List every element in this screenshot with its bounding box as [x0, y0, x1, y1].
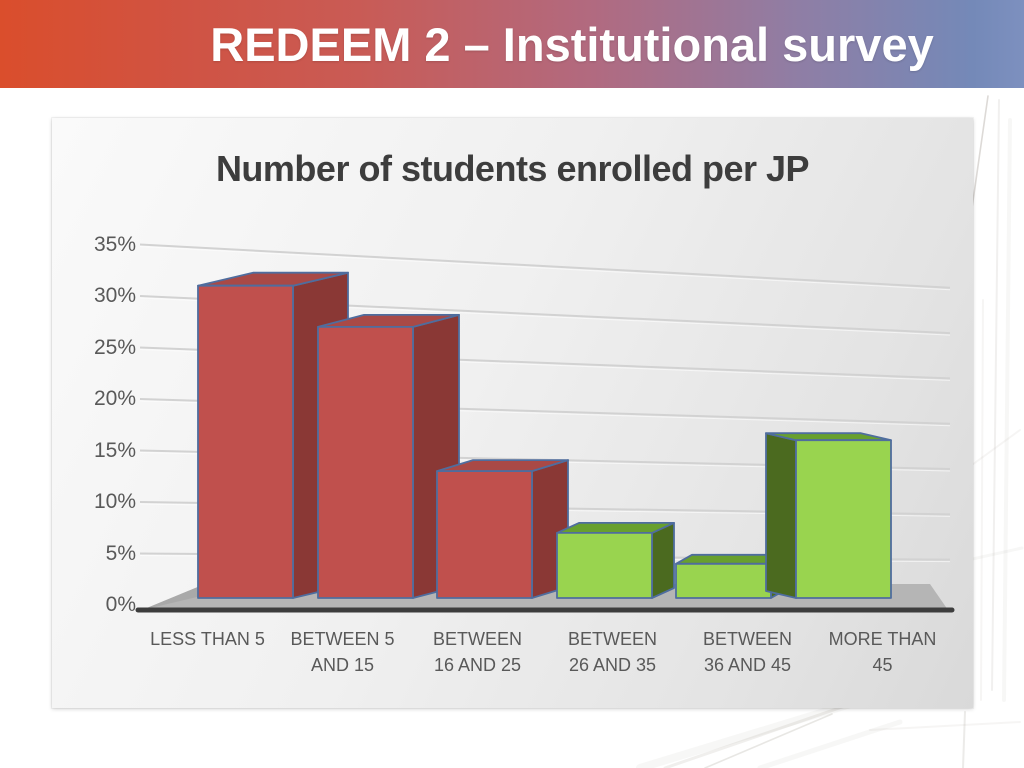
x-category-label-4: BETWEEN 26 AND 35 — [545, 626, 680, 696]
y-tick-label-30pct: 30% — [93, 284, 136, 307]
bar-between-26-and-35-top — [556, 521, 675, 534]
x-category-label-line: BETWEEN — [432, 629, 522, 649]
bar-between-26-and-35 — [556, 531, 653, 599]
bar-between-16-and-25 — [436, 470, 533, 599]
x-category-label-line: 26 AND 35 — [568, 655, 657, 676]
y-tick-label-25pct: 25% — [93, 335, 136, 359]
bar-between-36-and-45 — [675, 562, 772, 599]
x-category-label-line: 36 AND 45 — [703, 655, 792, 676]
gridline-highlight — [139, 246, 951, 291]
x-category-label-1: LESS THAN 5 — [140, 626, 275, 696]
y-tick-label-20pct: 20% — [93, 387, 136, 410]
y-tick-label-10pct: 10% — [93, 490, 136, 513]
slide-title: REDEEM 2 – Institutional survey — [210, 17, 934, 71]
gridline — [139, 243, 951, 289]
bar-more-than-45-side — [765, 432, 797, 599]
x-category-label-line: BETWEEN — [702, 629, 792, 649]
x-category-label-2: BETWEEN 5 AND 15 — [275, 626, 410, 696]
x-category-label-line: AND 15 — [310, 655, 375, 676]
y-tick-label-35pct: 35% — [93, 232, 136, 256]
x-category-label-line: BETWEEN 5 — [290, 629, 395, 649]
bar-between-5-and-15 — [317, 325, 414, 599]
x-category-label-line: 16 AND 25 — [433, 655, 522, 676]
bar-more-than-45 — [795, 439, 892, 599]
x-category-label-line: LESS THAN 5 — [150, 629, 265, 649]
bar-less-than-5 — [197, 284, 294, 599]
slide-header-banner: REDEEM 2 – Institutional survey — [0, 0, 1024, 88]
x-axis-category-labels: LESS THAN 5 BETWEEN 5 AND 15 BETWEEN 16 AND … — [140, 626, 950, 696]
bar-between-26-and-35-side — [651, 521, 675, 599]
y-tick-label-0pct: 0% — [105, 593, 136, 616]
x-category-label-line: MORE THAN — [828, 629, 937, 649]
x-category-label-5: BETWEEN 36 AND 45 — [680, 626, 815, 696]
x-category-label-3: BETWEEN 16 AND 25 — [410, 626, 545, 696]
x-category-label-line: 45 — [872, 655, 893, 676]
y-tick-label-5pct: 5% — [105, 541, 136, 565]
y-tick-label-15pct: 15% — [93, 438, 136, 462]
chart-panel: Number of students enrolled per JP 0% 5% 1… — [52, 118, 973, 708]
chart-title: Number of students enrolled per JP — [215, 148, 810, 189]
bar-chart-canvas — [135, 243, 955, 613]
x-category-label-6: MORE THAN 45 — [815, 626, 950, 696]
x-category-label-line: BETWEEN — [567, 629, 657, 649]
